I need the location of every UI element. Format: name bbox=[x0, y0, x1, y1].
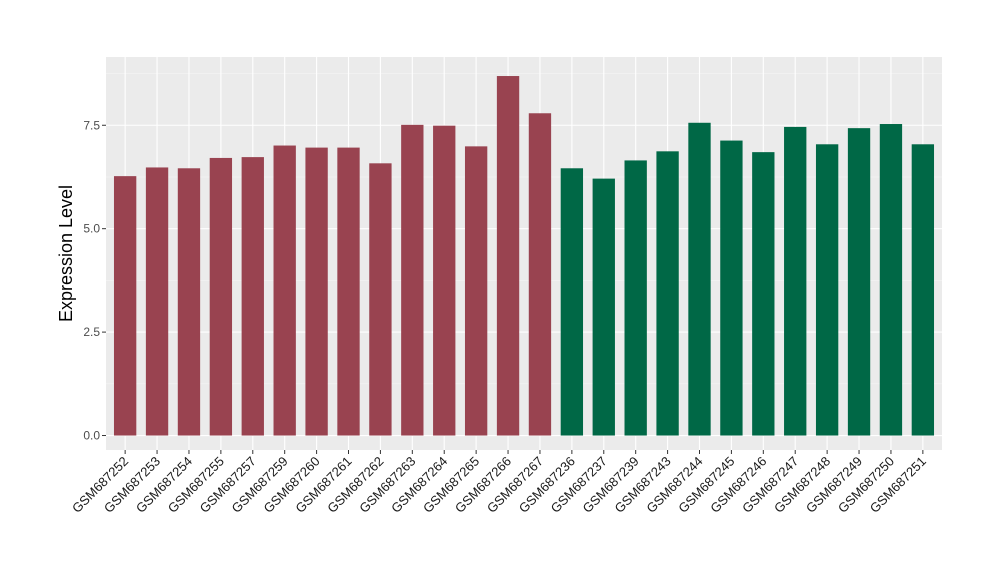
bar-gsm687259 bbox=[273, 145, 296, 436]
bar-gsm687247 bbox=[784, 126, 807, 436]
bar-gsm687262 bbox=[369, 163, 392, 436]
bar-gsm687265 bbox=[464, 146, 488, 436]
bar-gsm687237 bbox=[592, 178, 615, 436]
bar-gsm687264 bbox=[433, 125, 456, 436]
bar-gsm687243 bbox=[656, 151, 679, 436]
x-axis: GSM687252GSM687253GSM687254GSM687255GSM6… bbox=[69, 450, 929, 516]
bar-gsm687244 bbox=[688, 122, 711, 436]
bar-gsm687245 bbox=[720, 140, 743, 436]
bar-gsm687246 bbox=[752, 152, 775, 436]
bar-gsm687266 bbox=[496, 76, 520, 436]
bar-gsm687267 bbox=[528, 113, 552, 436]
bar-gsm687250 bbox=[879, 124, 903, 436]
y-tick-label: 7.5 bbox=[83, 118, 100, 132]
bar-gsm687254 bbox=[177, 168, 201, 436]
y-tick-label: 0.0 bbox=[83, 429, 100, 443]
bar-gsm687248 bbox=[815, 144, 839, 436]
bar-gsm687261 bbox=[337, 147, 360, 436]
bar-gsm687260 bbox=[305, 147, 328, 436]
bar-gsm687251 bbox=[911, 144, 935, 436]
bar-gsm687255 bbox=[209, 157, 233, 436]
bar-gsm687236 bbox=[560, 168, 584, 436]
bar-gsm687257 bbox=[241, 157, 264, 436]
y-tick-label: 5.0 bbox=[83, 222, 100, 236]
y-tick-label: 2.5 bbox=[83, 325, 100, 339]
y-axis: 0.0 2.5 5.0 7.5 bbox=[83, 118, 106, 443]
bar-gsm687253 bbox=[145, 167, 169, 436]
bar-gsm687239 bbox=[624, 160, 647, 436]
bar-gsm687249 bbox=[847, 128, 871, 436]
y-axis-title: Expression Level bbox=[56, 185, 76, 322]
bar-gsm687252 bbox=[113, 176, 137, 436]
bar-gsm687263 bbox=[401, 124, 424, 436]
bars bbox=[113, 76, 935, 436]
